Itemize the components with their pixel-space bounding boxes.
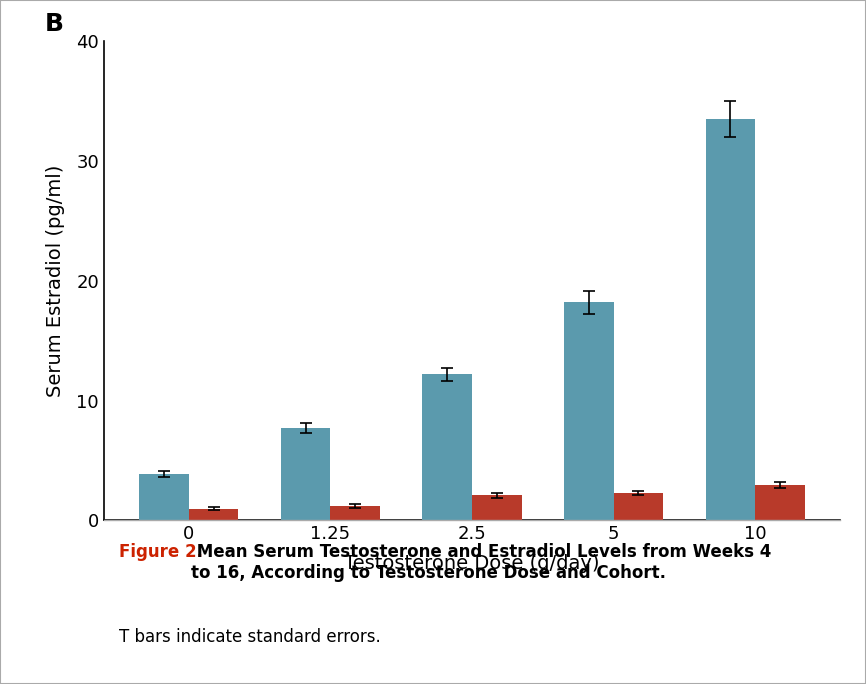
Bar [189, 508, 238, 521]
Text: Mean Serum Testosterone and Estradiol Levels from Weeks 4
to 16, According to Te: Mean Serum Testosterone and Estradiol Le… [191, 543, 771, 582]
Text: B: B [45, 12, 64, 36]
Text: Figure 2.: Figure 2. [119, 543, 203, 561]
Bar [472, 495, 521, 521]
Bar [331, 506, 380, 521]
Bar [755, 484, 805, 521]
Bar [706, 119, 755, 521]
Bar [613, 493, 663, 521]
Bar [564, 302, 613, 521]
Bar [139, 474, 189, 521]
Bar [423, 374, 472, 521]
Bar [281, 428, 331, 521]
X-axis label: Testosterone Dose (g/day): Testosterone Dose (g/day) [344, 555, 600, 573]
Text: T bars indicate standard errors.: T bars indicate standard errors. [119, 629, 380, 646]
Y-axis label: Serum Estradiol (pg/ml): Serum Estradiol (pg/ml) [46, 165, 65, 397]
